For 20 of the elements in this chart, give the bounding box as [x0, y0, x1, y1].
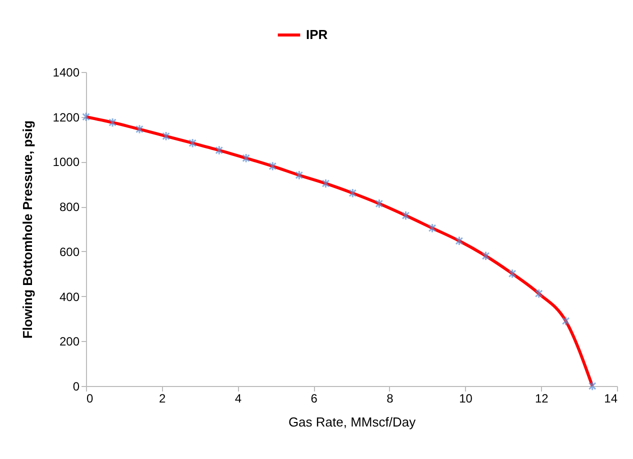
x-tick-label: 4 — [234, 392, 242, 406]
x-tick-label: 14 — [604, 392, 618, 406]
x-tick-label: 6 — [310, 392, 318, 406]
x-tick-label: 0 — [86, 392, 94, 406]
y-tick-label: 1400 — [52, 66, 80, 80]
x-tick-label: 10 — [459, 392, 473, 406]
y-tick-label: 600 — [59, 244, 80, 259]
y-tick-label: 400 — [59, 290, 80, 304]
x-tick-label: 8 — [386, 392, 394, 406]
y-axis-title: Flowing Bottomhole Pressure, psig — [20, 120, 35, 339]
y-tick-label: 1000 — [52, 155, 80, 170]
y-tick-label: 200 — [59, 334, 80, 349]
x-tick-label: 12 — [534, 392, 549, 406]
y-tick-label: 800 — [59, 200, 80, 214]
line-series — [84, 115, 594, 388]
y-tick-label: 1200 — [52, 110, 80, 124]
x-tick-label: 2 — [159, 392, 166, 406]
legend-label: IPR — [306, 27, 328, 42]
y-tick-label: 0 — [72, 380, 80, 394]
x-axis-title: Gas Rate, MMscf/Day — [288, 414, 416, 430]
